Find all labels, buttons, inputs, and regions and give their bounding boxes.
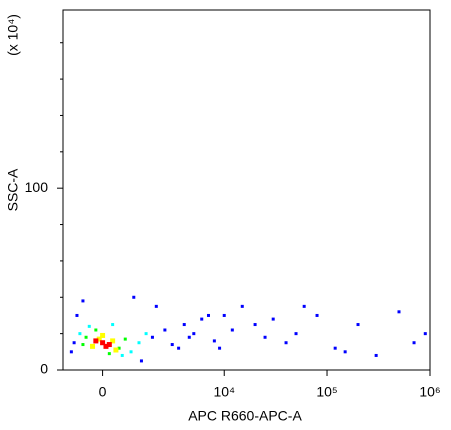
point (302, 304, 306, 308)
point (84, 335, 88, 339)
point (182, 323, 186, 327)
point (412, 341, 416, 345)
point (230, 328, 234, 332)
y-axis-title: SSC-A (5, 168, 21, 211)
point (218, 346, 222, 350)
point (81, 299, 85, 303)
point (93, 338, 99, 344)
point (423, 332, 427, 336)
point (212, 339, 216, 343)
point (253, 323, 257, 327)
point (123, 337, 127, 341)
point (106, 342, 112, 348)
point (333, 346, 337, 350)
point (132, 295, 136, 299)
point (107, 352, 111, 356)
point (187, 335, 191, 339)
point (192, 332, 196, 336)
point (150, 335, 154, 339)
point (144, 332, 148, 336)
point (94, 328, 98, 332)
point (163, 328, 167, 332)
point (87, 324, 91, 328)
point (343, 350, 347, 354)
point (69, 350, 73, 354)
point (96, 336, 102, 342)
point (177, 346, 181, 350)
plot-frame (62, 9, 431, 371)
point (110, 338, 116, 344)
point (315, 313, 319, 317)
x-tick-label: 10⁴ (213, 384, 235, 400)
point (117, 346, 121, 350)
point (356, 323, 360, 327)
point (100, 340, 106, 346)
point (397, 310, 401, 314)
point (81, 343, 85, 347)
point (113, 347, 119, 353)
point (78, 332, 82, 336)
point (240, 304, 244, 308)
x-tick-label: 0 (99, 384, 107, 400)
y-axis-unit: (x 10⁴) (5, 14, 21, 56)
point (222, 313, 226, 317)
point (200, 317, 204, 321)
point (170, 343, 174, 347)
point (374, 353, 378, 357)
x-tick-label: 10⁶ (419, 384, 440, 400)
point (100, 332, 106, 338)
point (137, 341, 141, 345)
y-tick-label: 100 (25, 179, 49, 195)
x-tick-label: 10⁵ (316, 384, 337, 400)
point (284, 341, 288, 345)
point (263, 335, 267, 339)
point (139, 359, 143, 363)
point (111, 323, 115, 327)
point (72, 341, 76, 345)
y-tick-label: 0 (40, 361, 48, 377)
point (154, 304, 158, 308)
point (206, 313, 210, 317)
point (90, 343, 96, 349)
point (75, 313, 79, 317)
point (120, 353, 124, 357)
point (103, 343, 109, 349)
x-axis-title: APC R660-APC-A (188, 408, 302, 424)
point (294, 332, 298, 336)
point (129, 350, 133, 354)
point (271, 317, 275, 321)
